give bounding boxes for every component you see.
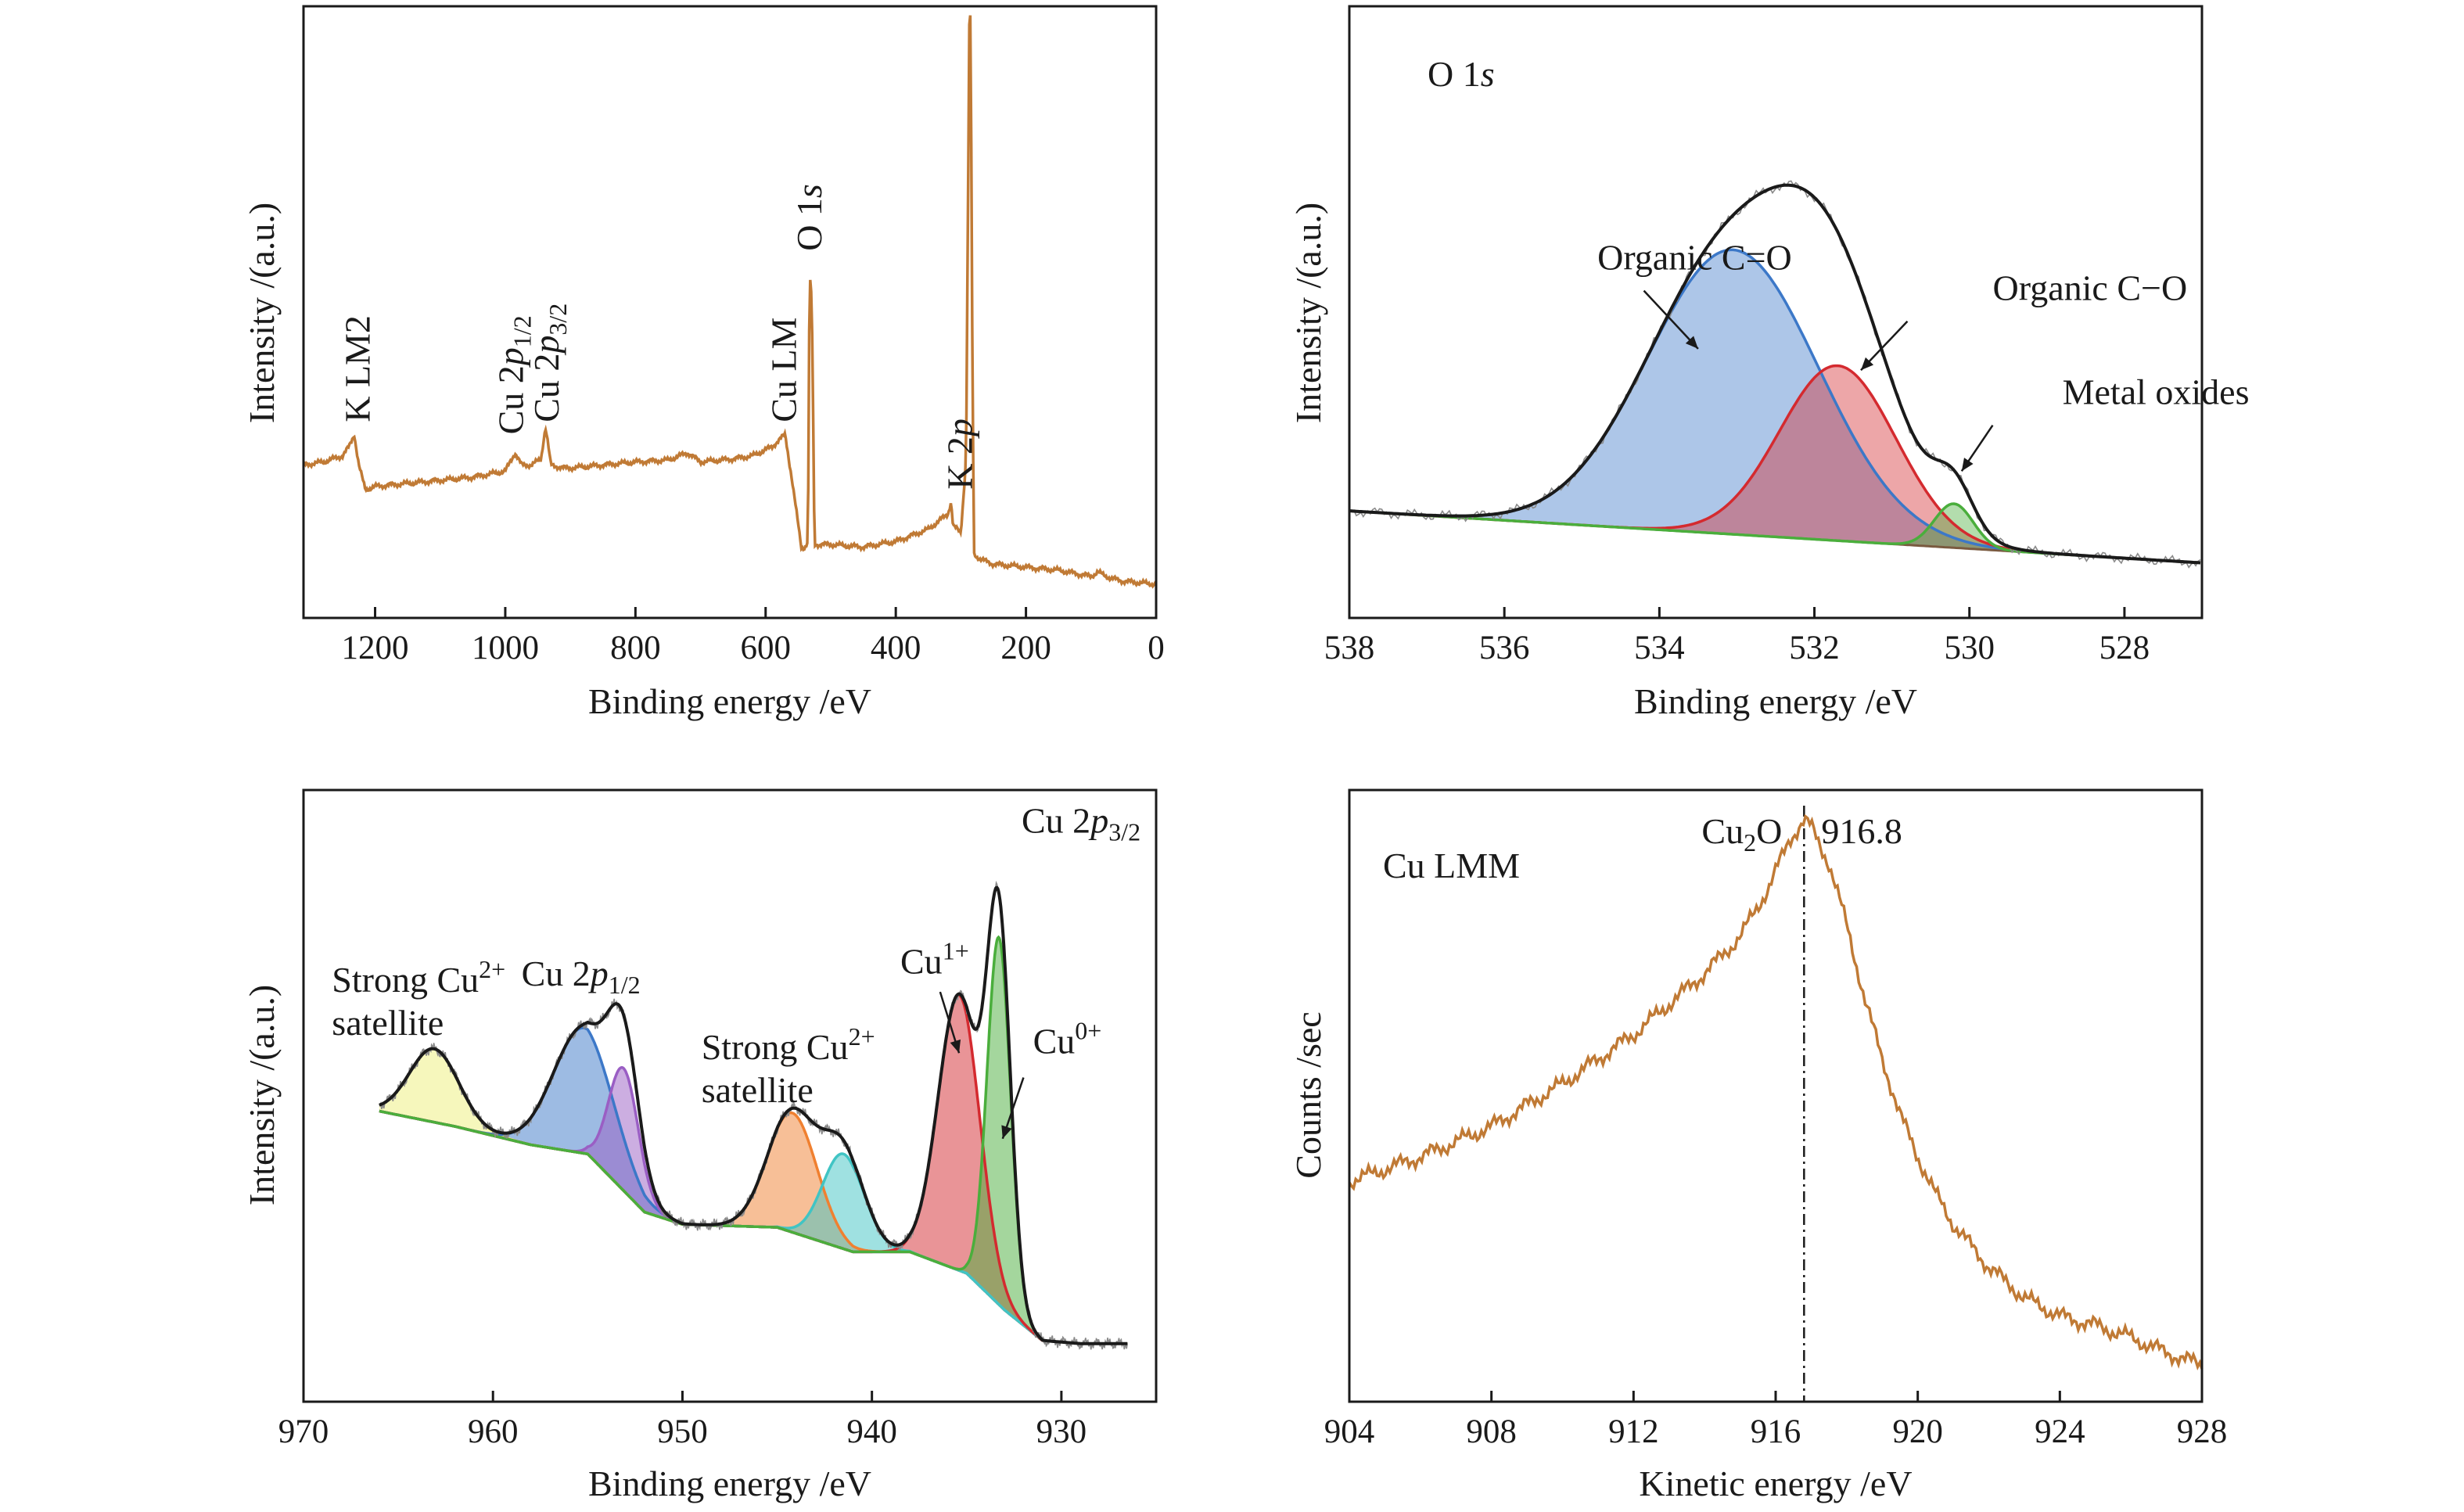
o1s-x-tick-label: 534: [1634, 630, 1685, 666]
cu2p-annotation-arrowhead: [950, 1039, 961, 1054]
o1s-component-fill: [1349, 250, 2200, 563]
cu2p-x-tick-label: 940: [846, 1413, 897, 1450]
cu2p-plot-frame: [302, 788, 1158, 1403]
survey-x-tick-label: 1000: [472, 630, 539, 666]
survey-x-tick-label: 1200: [342, 630, 409, 666]
cu2p-component-fills: [379, 937, 1128, 1344]
survey-spectrum-line: [303, 15, 1158, 589]
o1s-x-tick-label: 530: [1944, 630, 1995, 666]
survey-peak-label: Cu LM: [764, 318, 804, 422]
cu2p-annotation-label: Cu 2p1/2: [522, 954, 641, 999]
culmm-x-ticks: 904 908 912 916 920 924 928: [1324, 1391, 2228, 1450]
survey-x-tick-label: 400: [871, 630, 921, 666]
culmm-plot-frame: [1348, 788, 2204, 1403]
cu2p-x-axis-label: Binding energy /eV: [588, 1464, 871, 1503]
culmm-x-axis-label: Kinetic energy /eV: [1639, 1464, 1912, 1503]
cu2p-component-line: [379, 935, 1128, 1345]
survey-y-axis-label: Intensity /(a.u.): [242, 203, 282, 423]
culmm-peak-value: 916.8: [1821, 811, 1902, 851]
o1s-annotations: Organic C=O Organic C−O Metal oxides: [1597, 237, 2250, 472]
culmm-x-tick-label: 920: [1892, 1413, 1943, 1450]
cu2p-annotation-label: Strong Cu2+: [332, 955, 505, 1000]
cu2p-x-tick-label: 960: [468, 1413, 519, 1450]
cu2p-x-tick-label: 970: [278, 1413, 329, 1450]
culmm-x-tick-label: 924: [2035, 1413, 2085, 1450]
cu2p-annotation-label: Cu 2p3/2: [1022, 801, 1140, 846]
o1s-annotation-arrowhead: [1961, 458, 1974, 472]
o1s-annotation-arrowhead: [1861, 357, 1874, 371]
o1s-annotation-label: Metal oxides: [2063, 372, 2250, 411]
cu2p-annotation-label: Strong Cu2+: [702, 1022, 875, 1067]
survey-x-tick-label: 800: [610, 630, 661, 666]
culmm-panel: 904 908 912 916 920 924 928 Cu LMM Cu2O 916.8 …: [1288, 788, 2228, 1503]
o1s-x-tick-label: 536: [1479, 630, 1530, 666]
survey-peak-label: K LM2: [338, 315, 378, 422]
culmm-y-axis-label: Counts /sec: [1288, 1011, 1328, 1178]
survey-plot-frame: [302, 5, 1158, 620]
o1s-annotation-arrowhead: [1685, 336, 1698, 349]
culmm-spectrum-line: [1348, 813, 2204, 1371]
culmm-x-tick-label: 912: [1608, 1413, 1659, 1450]
culmm-panel-title: Cu LMM: [1383, 846, 1520, 885]
o1s-plot-frame: [1348, 5, 2204, 620]
o1s-component-fill: [1349, 365, 2200, 563]
o1s-annotation-label: Organic C=O: [1597, 237, 1792, 277]
cu2p-x-tick-label: 930: [1036, 1413, 1087, 1450]
o1s-envelope-line: [1349, 183, 2201, 565]
o1s-annotation-label: Organic C−O: [1993, 268, 2188, 307]
survey-peak-label: K 2p: [939, 418, 979, 490]
cu2p-annotation-arrowhead: [1001, 1125, 1012, 1139]
survey-panel: 1200 1000 800 600 400 200 0 K LM2 Cu 2p1/2Cu 2p…: [242, 0, 1165, 721]
o1s-annotation-arrow: [1643, 289, 1699, 350]
culmm-x-tick-label: 916: [1751, 1413, 1801, 1450]
cu2p-annotation-label: Cu0+: [1033, 1016, 1102, 1061]
cu2p-x-ticks: 970 960 950 940 930: [278, 1391, 1087, 1450]
o1s-panel-title: O 1s: [1428, 54, 1495, 94]
culmm-peak-species: Cu2O: [1701, 811, 1782, 857]
cu2p-annotation-label: Cu1+: [900, 937, 969, 982]
cu2p-annotation-label: satellite: [702, 1070, 814, 1110]
survey-x-tick-label: 200: [1000, 630, 1051, 666]
o1s-x-tick-label: 528: [2099, 630, 2150, 666]
culmm-x-tick-label: 904: [1324, 1413, 1375, 1450]
cu2p-component-lines: [379, 935, 1128, 1345]
o1s-panel: 538 536 534 532 530 528 Organic C=O Organic C−…: [1288, 5, 2250, 721]
o1s-x-axis-label: Binding energy /eV: [1634, 681, 1917, 721]
survey-x-tick-label: 600: [741, 630, 792, 666]
cu2p-y-axis-label: Intensity /(a.u.): [242, 985, 282, 1205]
o1s-x-tick-label: 532: [1789, 630, 1840, 666]
cu2p-x-tick-label: 950: [657, 1413, 708, 1450]
cu2p-annotation-label: satellite: [332, 1003, 444, 1043]
culmm-x-tick-label: 928: [2177, 1413, 2228, 1450]
survey-peak-label: Cu 2p1/2: [490, 315, 536, 434]
cu2p-component-fill: [379, 1028, 1128, 1344]
survey-peak-label: O 1s: [789, 184, 829, 251]
survey-peak-label: Cu 2p3/2: [526, 303, 572, 422]
survey-x-ticks: 1200 1000 800 600 400 200 0: [342, 607, 1165, 666]
cu2p-component-fill: [379, 1048, 1128, 1344]
o1s-component-fill: [1349, 504, 2200, 563]
culmm-x-tick-label: 908: [1466, 1413, 1517, 1450]
cu2p-envelope-line: [379, 885, 1128, 1345]
o1s-component-fills: [1349, 250, 2200, 563]
o1s-x-tick-label: 538: [1324, 630, 1375, 666]
o1s-x-ticks: 538 536 534 532 530 528: [1324, 607, 2150, 666]
o1s-y-axis-label: Intensity /(a.u.): [1288, 203, 1328, 423]
survey-x-tick-label: 0: [1148, 630, 1165, 666]
survey-x-axis-label: Binding energy /eV: [588, 681, 871, 721]
cu2p-component-fill: [379, 937, 1128, 1344]
